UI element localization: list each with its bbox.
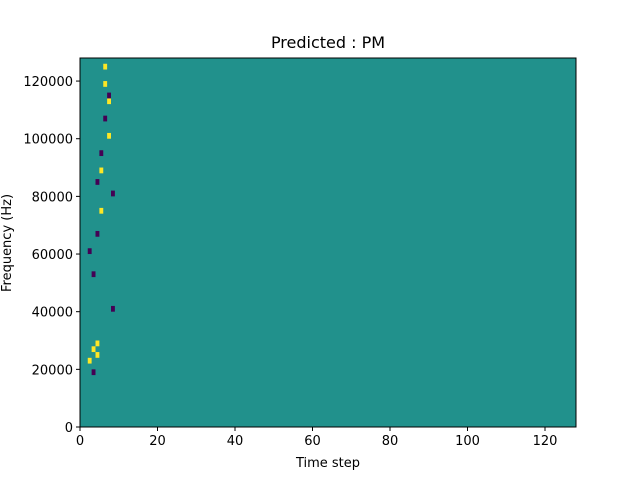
- heatmap-cell: [103, 115, 108, 122]
- heatmap-cell: [99, 167, 104, 174]
- x-tick-label: 20: [149, 434, 166, 449]
- heatmap-cells: [80, 58, 576, 427]
- heatmap-background: [80, 58, 576, 427]
- heatmap-cell: [87, 357, 92, 364]
- x-tick-label: 100: [455, 434, 480, 449]
- heatmap-cell: [107, 132, 111, 139]
- heatmap-cell: [107, 92, 111, 99]
- y-tick-label: 0: [65, 421, 73, 436]
- heatmap-cell: [95, 352, 100, 358]
- x-tick-label: 120: [533, 434, 558, 449]
- y-tick-label: 100000: [23, 133, 73, 148]
- x-tick-label: 40: [227, 434, 244, 449]
- heatmap-cell: [95, 340, 100, 347]
- plot-frame: [79, 57, 577, 428]
- x-axis-label: Time step: [295, 456, 360, 471]
- y-tick-label: 40000: [32, 306, 73, 321]
- y-tick-label: 20000: [32, 363, 73, 378]
- heatmap-cell: [95, 230, 100, 237]
- heatmap-cell: [91, 369, 96, 376]
- x-axis-ticks: 0 20 40 60 80 100 120: [76, 427, 558, 449]
- y-tick-label: 60000: [32, 248, 73, 263]
- heatmap-cell: [107, 98, 111, 105]
- y-tick-label: 120000: [23, 75, 73, 90]
- heatmap-cell: [103, 63, 108, 70]
- y-axis-ticks: 0 20000 40000 60000 80000 100000 120000: [23, 75, 80, 436]
- x-tick-label: 60: [304, 434, 321, 449]
- y-tick-label: 80000: [32, 190, 73, 205]
- heatmap-cell: [87, 248, 92, 255]
- heatmap-cell: [111, 305, 115, 312]
- heatmap-cell: [91, 346, 96, 353]
- x-tick-label: 80: [382, 434, 399, 449]
- heatmap-cell: [111, 190, 115, 197]
- chart-title: Predicted : PM: [271, 33, 385, 52]
- heatmap-cell: [103, 81, 108, 87]
- heatmap-cell: [91, 271, 96, 278]
- heatmap-cell: [99, 150, 104, 157]
- y-axis-label: Frequency (Hz): [0, 194, 15, 292]
- heatmap-cell: [99, 207, 104, 214]
- x-tick-label: 0: [76, 434, 84, 449]
- heatmap-cell: [95, 179, 100, 185]
